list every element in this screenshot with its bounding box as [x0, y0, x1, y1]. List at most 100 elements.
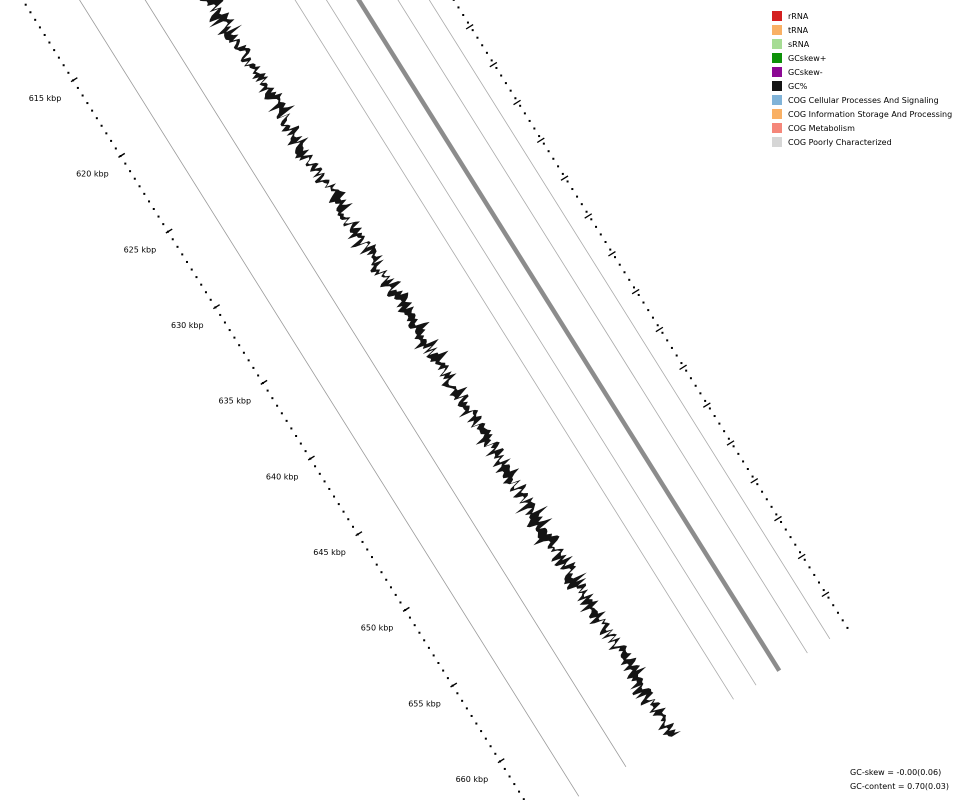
ring-guide-line — [428, 0, 831, 640]
scale-minor-tick — [228, 329, 231, 332]
outer-minor-tick — [675, 354, 678, 357]
scale-minor-tick — [399, 601, 402, 604]
scale-minor-tick — [233, 336, 236, 339]
outer-minor-tick — [699, 392, 702, 395]
scale-ticks — [24, 0, 849, 800]
legend-label: sRNA — [788, 39, 810, 49]
scale-minor-tick — [143, 192, 146, 195]
scale-minor-tick — [162, 223, 165, 226]
outer-minor-tick — [817, 581, 820, 584]
scale-major-tick — [212, 304, 221, 310]
scale-minor-tick — [43, 33, 46, 36]
scale-major-tick — [307, 455, 315, 461]
ring-guide-line — [79, 0, 580, 797]
outer-minor-tick — [666, 339, 669, 342]
scale-minor-tick — [190, 268, 193, 271]
outer-minor-tick — [784, 528, 787, 531]
outer-minor-tick — [604, 241, 607, 244]
legend-swatch — [772, 11, 782, 21]
scale-minor-tick — [337, 503, 340, 506]
outer-major-tick — [536, 137, 545, 144]
scale-minor-tick — [129, 170, 132, 173]
legend-label: COG Metabolism — [788, 123, 855, 133]
scale-major-tick — [497, 758, 505, 764]
scale-minor-tick — [209, 298, 212, 301]
scale-major-tick — [402, 606, 410, 612]
scale-label: 625 kbp — [124, 245, 157, 254]
scale-minor-tick — [242, 351, 245, 354]
scale-minor-tick — [114, 147, 117, 150]
legend-item-cog-poorly: COG Poorly Characterized — [772, 135, 952, 149]
scale-minor-tick — [100, 124, 103, 127]
scale-minor-tick — [366, 548, 369, 551]
scale-minor-tick — [62, 64, 65, 67]
gc-content-profile — [199, 0, 681, 737]
scale-minor-tick — [280, 412, 283, 415]
outer-minor-tick — [685, 369, 688, 372]
outer-minor-tick — [462, 14, 465, 17]
scale-minor-tick — [432, 654, 435, 657]
scale-minor-tick — [333, 495, 336, 498]
legend-label: COG Poorly Characterized — [788, 137, 892, 147]
outer-minor-tick — [632, 286, 635, 289]
legend-swatch — [772, 95, 782, 105]
scale-minor-tick — [157, 215, 160, 218]
outer-minor-tick — [504, 82, 507, 85]
outer-minor-tick — [689, 377, 692, 380]
scale-minor-tick — [299, 442, 302, 445]
outer-major-tick — [489, 61, 498, 68]
scale-minor-tick — [446, 677, 449, 680]
legend-swatch — [772, 53, 782, 63]
scale-minor-tick — [470, 714, 473, 717]
scale-minor-tick — [38, 26, 41, 29]
legend-swatch — [772, 25, 782, 35]
outer-major-tick — [679, 364, 687, 371]
outer-minor-tick — [614, 256, 617, 259]
legend-label: COG Cellular Processes And Signaling — [788, 95, 939, 105]
scale-minor-tick — [67, 71, 70, 74]
ring-guide-line — [325, 0, 757, 686]
outer-minor-tick — [514, 97, 517, 100]
scale-minor-tick — [204, 291, 207, 294]
scale-minor-tick — [53, 49, 56, 52]
outer-minor-tick — [789, 536, 792, 539]
outer-minor-tick — [623, 271, 626, 274]
scale-minor-tick — [518, 790, 521, 793]
scale-major-tick — [450, 682, 458, 688]
ring-guide-line — [294, 0, 734, 700]
outer-minor-tick — [452, 0, 455, 1]
scale-major-tick — [260, 379, 268, 385]
scale-minor-tick — [238, 344, 241, 347]
scale-minor-tick — [76, 86, 79, 89]
legend-swatch — [772, 67, 782, 77]
legend-label: rRNA — [788, 11, 809, 21]
ring-guide-line — [397, 0, 808, 654]
outer-minor-tick — [704, 399, 707, 402]
outer-minor-tick — [533, 127, 536, 130]
scale-minor-tick — [148, 200, 151, 203]
scale-minor-tick — [418, 631, 421, 634]
scale-minor-tick — [29, 11, 32, 14]
outer-minor-tick — [836, 611, 839, 614]
scale-minor-tick — [24, 3, 27, 6]
scale-labels: 615 kbp 620 kbp 625 kbp 630 kbp 635 kbp 640 k… — [29, 94, 489, 784]
scale-minor-tick — [304, 450, 307, 453]
outer-minor-tick — [808, 566, 811, 569]
scale-minor-tick — [271, 397, 274, 400]
outer-minor-tick — [552, 157, 555, 160]
outer-minor-tick — [609, 248, 612, 251]
outer-minor-tick — [471, 29, 474, 32]
outer-minor-tick — [566, 180, 569, 183]
scale-minor-tick — [394, 593, 397, 596]
outer-minor-tick — [647, 309, 650, 312]
outer-minor-tick — [500, 74, 503, 77]
scale-minor-tick — [81, 94, 84, 97]
scale-major-tick — [118, 152, 126, 158]
outer-major-tick — [631, 288, 640, 295]
scale-minor-tick — [95, 117, 98, 120]
scale-minor-tick — [318, 472, 321, 475]
ring-guide-line — [144, 0, 627, 767]
outer-minor-tick — [775, 513, 778, 516]
outer-major-tick — [750, 478, 759, 484]
scale-minor-tick — [176, 245, 179, 248]
